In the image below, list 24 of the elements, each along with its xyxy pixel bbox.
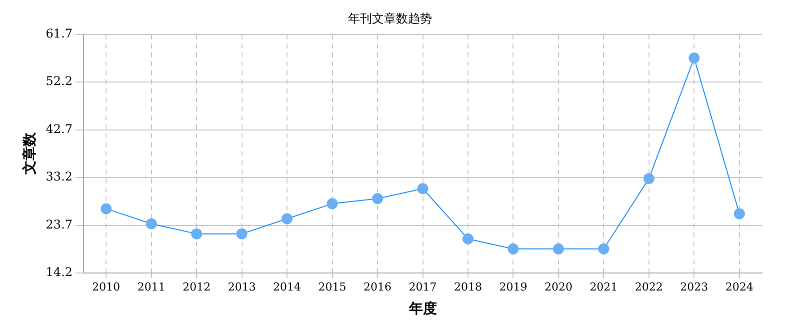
x-tick-label: 2023 <box>680 280 708 294</box>
x-tick-label: 2021 <box>590 280 618 294</box>
x-tick-label: 2018 <box>454 280 482 294</box>
y-tick-label: 52.2 <box>46 74 73 88</box>
x-tick-label: 2012 <box>182 280 211 294</box>
y-tick-label: 33.2 <box>46 170 73 184</box>
y-tick-label: 61.7 <box>46 26 73 41</box>
x-tick-label: 2014 <box>273 280 302 294</box>
x-tick-label: 2019 <box>499 280 528 294</box>
x-tick-label: 2010 <box>92 280 120 294</box>
x-tick-label: 2016 <box>364 280 392 294</box>
x-tick-label: 2024 <box>725 280 754 294</box>
x-tick-label: 2015 <box>318 280 346 294</box>
x-tick-label: 2017 <box>408 280 437 294</box>
chart-title: 年刊文章数趋势 <box>348 11 432 26</box>
x-tick-label: 2011 <box>137 280 166 294</box>
x-tick-label: 2022 <box>634 280 663 294</box>
x-tick-label: 2020 <box>544 280 572 294</box>
y-tick-label: 23.7 <box>46 217 73 232</box>
y-tick-label: 14.2 <box>46 265 73 280</box>
y-tick-label: 42.7 <box>46 122 73 136</box>
y-axis-title: 文章数 <box>21 132 38 176</box>
x-tick-label: 2013 <box>228 280 256 294</box>
x-axis-title: 年度 <box>408 300 437 318</box>
